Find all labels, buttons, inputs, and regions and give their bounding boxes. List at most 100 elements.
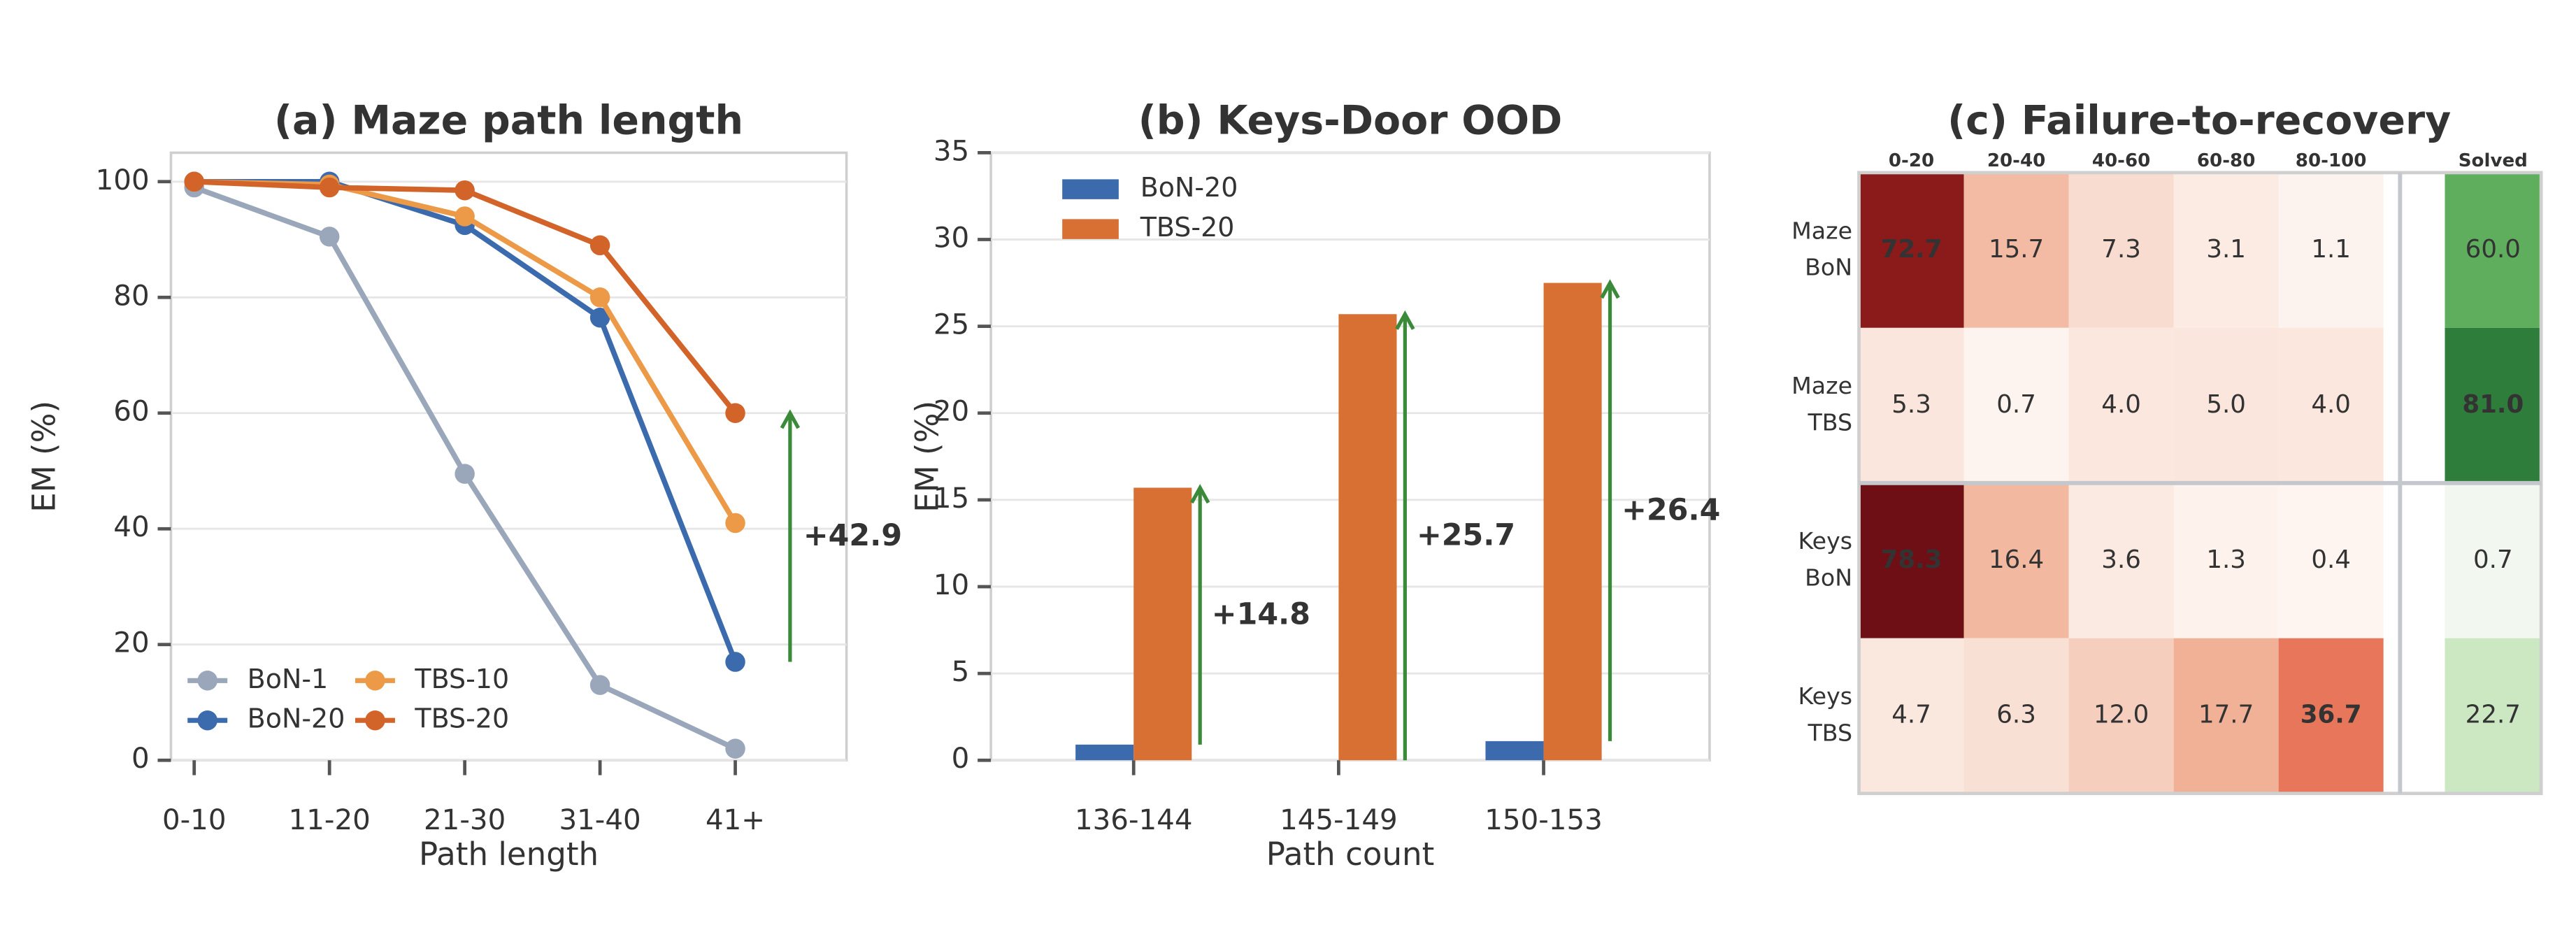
cell-label: 5.3 [1891,390,1931,419]
legend-swatch [1062,219,1119,239]
cell-label: 78.3 [1881,545,1942,574]
x-tick-label: 31-40 [559,803,641,836]
cell-label: 1.1 [2311,235,2351,264]
heatmap-cell [2445,172,2542,328]
data-point [725,513,745,534]
cell-label: 15.7 [1989,235,2044,264]
heatmap-cell [1859,172,1964,328]
legend-marker [197,710,217,731]
bar [1133,487,1192,761]
row-label: Maze [1791,372,1852,399]
x-tick-label: 136-144 [1075,803,1193,836]
legend-label: BoN-20 [1140,172,1238,203]
data-point [589,287,610,308]
x-tick-label: 11-20 [289,803,371,836]
heatmap-cell [2445,482,2542,638]
y-tick-label: 0 [131,742,150,775]
heatmap-cell [2068,482,2174,638]
annotation-arrowhead [1190,484,1210,504]
x-tick-label: 0-10 [162,803,227,836]
heatmap-cell [2068,638,2174,794]
data-point [455,464,475,484]
cell-label: 60.0 [2466,235,2521,264]
annotation-arrowhead [1395,310,1415,330]
annotation: +14.8 [1212,597,1310,632]
legend-label: BoN-20 [248,703,345,734]
legend-label: TBS-10 [414,664,509,694]
column-label: 60-80 [2197,150,2256,171]
y-tick-label: 40 [113,510,149,543]
cell-label: 4.7 [1891,701,1931,729]
cell-label: 72.7 [1881,235,1942,264]
chart-title: (a) Maze path length [274,97,743,143]
heatmap-cell [2278,172,2384,328]
y-tick-label: 20 [933,395,969,428]
heatmap-cell [2278,638,2384,794]
data-point [319,177,340,198]
data-point [184,171,204,192]
heatmap-cell [2068,172,2174,328]
bar [1543,283,1602,761]
y-tick-label: 60 [113,395,149,428]
data-point [589,307,610,328]
heatmap-cell [1859,482,1964,638]
y-tick-label: 100 [96,164,150,196]
y-axis-label: EM (%) [25,401,62,513]
heatmap-cell [1963,482,2069,638]
cell-label: 6.3 [1996,701,2036,729]
y-tick-label: 0 [952,742,970,775]
cell-label: 0.7 [1996,390,2036,419]
data-point [725,403,745,423]
row-label: TBS [1807,719,1852,746]
chart-title: (b) Keys-Door OOD [1138,97,1563,143]
legend-marker [365,671,385,691]
bar [1075,744,1134,761]
heatmap-cell [2278,327,2384,483]
y-tick-label: 5 [952,655,970,688]
bar [1338,314,1397,761]
annotation: +26.4 [1622,493,1720,528]
cell-label: 7.3 [2101,235,2141,264]
column-label: 80-100 [2296,150,2367,171]
heatmap-cell [2173,482,2279,638]
heatmap-cell [2445,327,2542,483]
cell-label: 0.4 [2311,545,2351,574]
cell-label: 17.7 [2198,701,2254,729]
row-label: Keys [1798,682,1853,710]
heatmap-cell [1963,172,2069,328]
legend-marker [197,671,217,691]
cell-label: 5.0 [2206,390,2246,419]
heatmap-cell [2173,172,2279,328]
cell-label: 4.0 [2311,390,2351,419]
data-point [455,206,475,227]
legend-swatch [1062,179,1119,199]
heatmap-cell [2173,638,2279,794]
y-tick-label: 80 [113,279,149,312]
y-tick-label: 20 [113,627,149,659]
y-tick-label: 15 [933,482,969,515]
legend-label: TBS-20 [414,703,509,734]
heatmap-cell [1859,638,1964,794]
heatmap-cell [2278,482,2384,638]
x-tick-label: 150-153 [1484,803,1603,836]
data-point [589,675,610,695]
heatmap-cell [2068,327,2174,483]
cell-label: 81.0 [2462,390,2524,419]
y-tick-label: 35 [933,134,969,167]
cell-label: 1.3 [2206,545,2246,574]
row-label: BoN [1805,564,1852,591]
cell-label: 4.0 [2101,390,2141,419]
data-point [589,235,610,256]
column-label: 40-60 [2092,150,2151,171]
x-tick-label: 21-30 [424,803,506,836]
column-label: Solved [2459,150,2528,171]
annotation: +25.7 [1417,518,1515,553]
x-axis-label: Path count [1266,836,1435,873]
x-tick-label: 145-149 [1280,803,1398,836]
row-label: TBS [1807,408,1852,436]
heatmap-cell [2445,638,2542,794]
row-label: BoN [1805,253,1852,280]
heatmap-cell [1859,327,1964,483]
legend-marker [365,710,385,731]
